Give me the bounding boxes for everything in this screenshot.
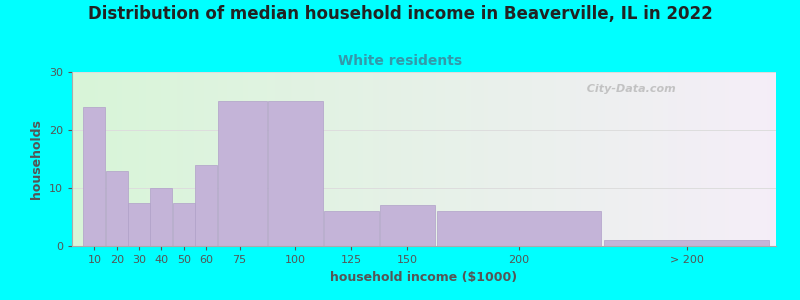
Y-axis label: households: households: [30, 119, 43, 199]
Text: Distribution of median household income in Beaverville, IL in 2022: Distribution of median household income …: [88, 4, 712, 22]
Bar: [605, 240, 769, 246]
Bar: [437, 211, 601, 246]
Bar: [106, 171, 128, 246]
Bar: [128, 202, 150, 246]
Bar: [83, 107, 106, 246]
Bar: [150, 188, 172, 246]
Text: City-Data.com: City-Data.com: [579, 84, 676, 94]
Bar: [173, 202, 194, 246]
Bar: [380, 206, 434, 246]
Text: White residents: White residents: [338, 54, 462, 68]
Bar: [218, 101, 267, 246]
X-axis label: household income ($1000): household income ($1000): [330, 271, 518, 284]
Bar: [268, 101, 323, 246]
Bar: [195, 165, 217, 246]
Bar: [324, 211, 378, 246]
